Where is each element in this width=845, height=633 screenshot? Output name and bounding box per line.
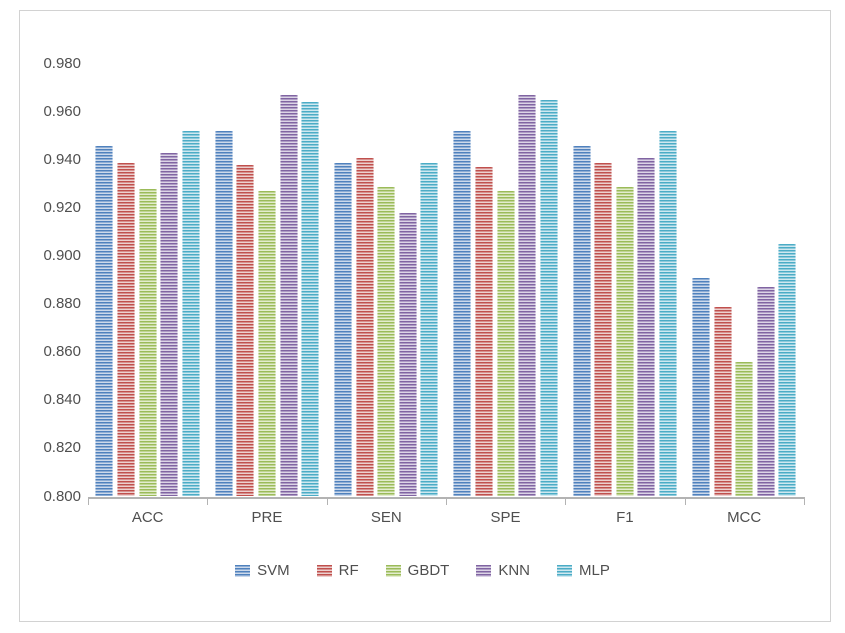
bar-knn-mcc [756, 287, 775, 497]
x-axis-tick [445, 498, 447, 505]
bar-knn-sen [398, 212, 417, 497]
bar-gbdt-sen [377, 186, 396, 497]
legend-item-mlp: MLP [557, 562, 610, 580]
bar-svm-acc [95, 145, 114, 497]
x-axis-category-label: SEN [370, 509, 402, 526]
legend-swatch-mlp [557, 565, 572, 577]
bar-mlp-acc [181, 131, 200, 497]
legend-item-gbdt: GBDT [385, 562, 450, 580]
bar-svm-mcc [691, 277, 710, 497]
bar-svm-pre [214, 131, 233, 497]
x-axis-category-label: SPE [490, 509, 521, 526]
legend-swatch-gbdt [385, 565, 401, 577]
legend-label: KNN [498, 562, 530, 579]
x-axis-tick [803, 498, 805, 505]
bar-gbdt-spe [496, 191, 515, 497]
x-axis-category-label: MCC [727, 509, 762, 526]
bar-gbdt-f1 [615, 186, 634, 497]
legend-label: RF [338, 562, 359, 579]
bar-mlp-mcc [778, 244, 797, 497]
bar-knn-spe [518, 95, 537, 497]
legend-item-knn: KNN [476, 562, 530, 580]
y-axis-tick-label: 0.920 [43, 199, 81, 217]
y-axis-tick-label: 0.900 [43, 247, 81, 265]
x-axis-tick [207, 498, 209, 505]
chart-legend: SVM RF GBDT KNN MLP [0, 562, 845, 580]
x-axis-category-label: PRE [251, 509, 283, 526]
x-axis-tick [88, 498, 89, 505]
bar-rf-sen [355, 157, 374, 497]
bar-rf-f1 [594, 162, 613, 497]
bar-svm-sen [334, 162, 353, 497]
x-axis-category-label: ACC [131, 509, 164, 526]
legend-swatch-svm [235, 565, 251, 577]
bar-gbdt-pre [257, 191, 276, 497]
legend-label: GBDT [407, 562, 450, 579]
y-axis-tick-label: 0.880 [43, 295, 81, 313]
y-axis-tick-label: 0.940 [43, 151, 81, 169]
x-axis-tick [684, 498, 686, 505]
bar-mlp-spe [539, 100, 558, 497]
bar-svm-f1 [572, 145, 591, 497]
legend-item-svm: SVM [235, 562, 290, 580]
x-axis-tick [565, 498, 567, 505]
bar-gbdt-acc [138, 188, 157, 497]
y-axis-tick-label: 0.960 [43, 103, 81, 121]
bar-knn-f1 [637, 157, 656, 497]
bar-knn-acc [160, 152, 179, 497]
bar-rf-spe [474, 167, 493, 497]
bar-rf-mcc [713, 306, 732, 497]
x-axis-category-label: F1 [616, 509, 634, 526]
legend-label: SVM [257, 562, 290, 579]
bar-gbdt-mcc [735, 361, 754, 497]
bar-svm-spe [453, 131, 472, 497]
bar-mlp-f1 [659, 131, 678, 497]
bar-mlp-sen [420, 162, 439, 497]
x-axis-line [88, 496, 805, 499]
y-axis-tick-label: 0.840 [43, 391, 81, 409]
bar-knn-pre [279, 95, 298, 497]
y-axis-tick-label: 0.820 [43, 439, 81, 457]
legend-swatch-knn [476, 565, 492, 577]
bar-rf-acc [117, 162, 136, 497]
bar-rf-pre [236, 164, 255, 497]
legend-item-rf: RF [316, 562, 359, 580]
x-axis-tick [326, 498, 328, 505]
legend-swatch-rf [316, 565, 332, 577]
bar-mlp-pre [301, 102, 320, 497]
legend-label: MLP [579, 562, 610, 579]
y-axis-tick-label: 0.860 [43, 343, 81, 361]
y-axis-tick-label: 0.800 [43, 487, 81, 505]
y-axis-tick-label: 0.980 [43, 55, 81, 72]
